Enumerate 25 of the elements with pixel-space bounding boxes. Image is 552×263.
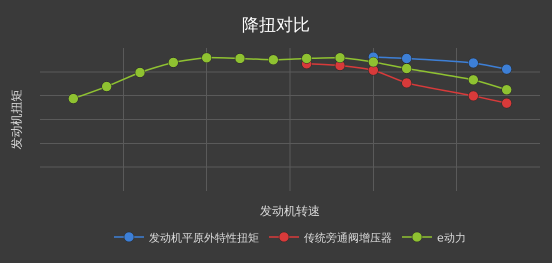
legend-label: e动力 — [437, 231, 466, 244]
legend-label: 传统旁通阀增压器 — [304, 231, 392, 244]
point — [301, 53, 312, 64]
point — [68, 93, 79, 104]
point — [368, 56, 379, 68]
point — [268, 54, 279, 66]
point — [334, 52, 346, 64]
legend-label: 发动机平原外特性扭矩 — [149, 231, 259, 244]
point — [201, 52, 212, 64]
chart-title: 降扭对比 — [242, 15, 310, 36]
point — [468, 58, 479, 68]
point — [501, 98, 512, 108]
point — [134, 67, 146, 78]
x-axis-title: 发动机转速 — [260, 204, 320, 218]
point — [401, 63, 412, 74]
point — [168, 57, 179, 68]
point — [234, 53, 246, 64]
point — [401, 78, 412, 88]
point — [468, 90, 479, 102]
y-axis-title: 发动机扭矩 — [9, 90, 24, 150]
point — [101, 81, 112, 92]
point — [401, 53, 412, 64]
point — [501, 84, 512, 96]
point — [501, 64, 512, 74]
point — [468, 74, 479, 86]
